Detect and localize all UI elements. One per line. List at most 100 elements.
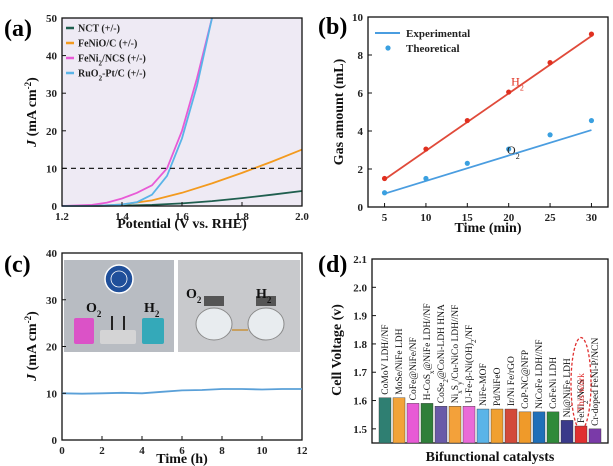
text-part: O: [186, 287, 197, 302]
panel-d-bar: [574, 425, 588, 444]
text-part: H-CoS: [423, 374, 433, 400]
subscript: 2: [155, 309, 160, 319]
text-part: @CoNi-LDH HNA: [437, 304, 447, 379]
panel-b-x-tick-label: 10: [420, 212, 432, 224]
panel-c-x-tick-label: 2: [99, 445, 105, 457]
panel-c-y-tick-label: 0: [52, 435, 58, 447]
text-part: CoFe@NiFe/NF: [409, 337, 419, 400]
panel-b-x-tick-label: 30: [586, 212, 598, 224]
panel-c-y-tick-label: 30: [46, 295, 58, 307]
panel-d-bar-label: CoFe@NiFe/NF: [409, 337, 419, 400]
panel-a-x-tick-label: 1.4: [115, 211, 129, 223]
panel-c-x-ticks: 0 2 4 6 8 10 12: [59, 436, 308, 457]
panel-d-bar-label: Cr-doped FeNi-P/NCN: [591, 337, 601, 425]
subscript: 2: [470, 339, 478, 343]
panel-c-x-tick-label: 0: [59, 445, 65, 457]
panel-a-y-tick-label: 10: [46, 163, 58, 175]
panel-c-letter: (c): [4, 252, 31, 278]
panel-d-bar: [420, 403, 434, 444]
subscript: 2: [197, 295, 202, 305]
panel-d-bar-label: NiCoFe LDH//NF: [535, 339, 545, 408]
legend-theoretical-label: Theoretical: [406, 43, 460, 55]
panel-a-x-tick-label: 1.8: [235, 211, 249, 223]
panel-b-data-point: [381, 175, 388, 182]
magenta-vial-icon: [74, 318, 94, 344]
text-part: NiCoFe LDH//NF: [535, 339, 545, 408]
panel-b-legend: Experimental Theoretical: [375, 28, 470, 55]
beaker-right-cap-icon: [256, 296, 276, 306]
text-part: CoP-NC@NFP: [521, 350, 531, 409]
seal-inner-ring: [110, 270, 128, 288]
panel-b-x-tick-label: 20: [503, 212, 515, 224]
panel-d-bar: [504, 408, 518, 444]
panel-d-bar-label: H-CoSx@NiFe LDH//NF: [423, 303, 436, 400]
panel-c-x-tick-label: 10: [257, 445, 269, 457]
panel-d-bar: [518, 411, 532, 444]
panel-d-y-axis-title: Cell Voltage (v): [330, 304, 345, 396]
panel-d-y-tick-label: 1.6: [353, 396, 367, 408]
photo-left: [64, 260, 174, 352]
panel-d-letter: (d): [318, 252, 347, 278]
subscript: 2: [99, 75, 103, 83]
legend-theoretical-marker: [385, 45, 391, 51]
panel-b-y-tick-label: 8: [358, 50, 364, 62]
panel-b-data-point: [381, 190, 388, 196]
text-part: H: [511, 74, 520, 88]
text-part: FeNi: [78, 54, 99, 65]
legend-experimental-label: Experimental: [406, 28, 470, 40]
cyan-vial-icon: [142, 318, 164, 344]
panel-d-bar: [560, 420, 574, 444]
panel-b-x-axis-title: Time (min): [454, 221, 521, 236]
panel-b-data-point: [547, 132, 553, 138]
panel-a-legend-label: FeNi2/NCS (+/-): [78, 54, 146, 68]
panel-b-data-point: [506, 146, 512, 152]
panel-a-legend-label: NCT (+/-): [78, 24, 120, 35]
panel-b-data-point: [547, 60, 553, 66]
panel-d-bar: [532, 411, 546, 444]
panel-b-x-tick-label: 5: [382, 212, 388, 224]
text-part: MoSe/NiFe LDH: [395, 328, 405, 394]
subscript: 2: [267, 295, 272, 305]
panel-c-stability-line: [61, 388, 302, 395]
panel-a-series-line: [61, 17, 213, 207]
panel-d-y-tick-label: 2.1: [353, 254, 367, 266]
text-part: /NF: [465, 325, 475, 340]
electrolyzer-cell-icon: [100, 330, 136, 344]
panel-d-bar-label: Ir/Ni Fe/rGO: [507, 356, 517, 406]
panel-a-y-axis-unit: (mA cm: [25, 89, 40, 140]
panel-d-bar: [406, 403, 420, 444]
panel-a-x-tick-label: 2.0: [295, 211, 309, 223]
subscript: 2: [97, 309, 102, 319]
panel-b-y-ticks: 0 2 4 6 8 10: [352, 12, 372, 214]
text-part: /Cu-NiCo LDH//NF: [451, 305, 461, 382]
panel-d-bar: [490, 408, 504, 444]
panel-d-y-tick-label: 1.9: [353, 311, 367, 323]
panel-b-y-tick-label: 10: [352, 12, 364, 24]
panel-d-bar: [448, 406, 462, 444]
panel-a-y-tick-label: 50: [46, 13, 58, 25]
panel-a-y-ticks: 0 10 20 30 40 50: [46, 13, 66, 213]
text-part: FeNi: [577, 404, 587, 423]
panel-d-bar: [476, 408, 490, 444]
panel-c-y-axis-title: J (mA cm-2): [23, 311, 40, 382]
panel-b-data-point: [506, 89, 512, 95]
text-part: -Pt/C (+/-): [102, 69, 146, 80]
panel-d-y-ticks: 1.5 1.6 1.7 1.8 1.9 2.0 2.1: [353, 254, 376, 436]
panel-b-series-layer: [381, 31, 595, 196]
panel-d-y-tick-label: 1.5: [353, 424, 367, 436]
panel-d-bar: [378, 397, 392, 444]
text-part: CoFeNi LDH: [549, 357, 559, 409]
panel-b-gas-label: O2: [507, 143, 520, 161]
panel-b-fit-line: [384, 129, 592, 195]
panel-d-bar-label: MoSe/NiFe LDH: [395, 328, 405, 394]
subscript: 2: [582, 400, 590, 404]
panel-a-x-tick-label: 1.2: [55, 211, 69, 223]
panel-c-x-tick-label: 6: [179, 445, 185, 457]
text-part: CoSe: [437, 383, 447, 404]
text-part: O: [507, 143, 516, 157]
text-part: Pd/NiFeO: [493, 367, 503, 406]
panel-b-data-point: [464, 117, 470, 124]
panel-a-y-tick-label: 20: [46, 126, 58, 138]
